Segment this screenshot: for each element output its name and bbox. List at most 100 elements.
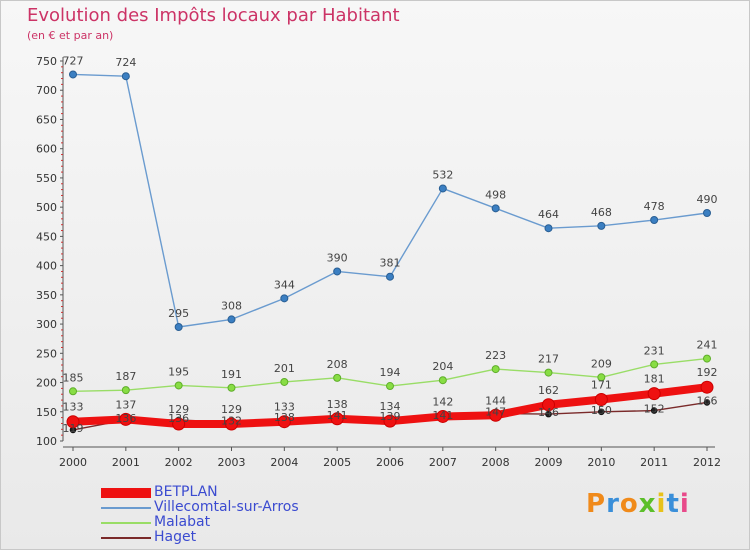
data-point [650,407,658,414]
legend-swatch [101,522,151,524]
data-point [703,354,711,363]
data-label: 344 [274,278,295,291]
data-point [489,408,503,422]
data-point [121,386,130,395]
y-tick-label: 450 [36,230,57,243]
data-label: 532 [432,168,453,181]
data-label: 217 [538,353,559,366]
data-point [703,209,711,217]
y-tick-label: 550 [36,172,57,185]
data-point [227,315,236,324]
x-tick-label: 2004 [270,456,298,469]
data-label: 134 [380,400,401,413]
data-label: 147 [485,406,506,419]
y-tick-label: 700 [36,84,57,97]
data-label: 138 [327,398,348,411]
data-point [333,373,342,382]
data-label: 141 [327,409,348,422]
legend-swatch [101,507,151,509]
x-tick-label: 2011 [640,456,668,469]
data-point [66,415,80,429]
data-label: 132 [221,414,242,427]
data-label: 187 [115,370,136,383]
data-label: 308 [221,299,242,312]
data-label: 498 [485,188,506,201]
data-label: 138 [274,411,295,424]
data-label: 133 [63,401,84,414]
logo-letter: i [679,489,690,519]
legend-swatch [101,488,151,498]
x-tick-label: 2009 [535,456,563,469]
data-point [542,398,555,412]
data-label: 191 [221,368,242,381]
data-label: 166 [697,394,718,407]
data-point [598,408,605,416]
x-tick-label: 2002 [165,456,193,469]
data-point [172,417,186,431]
data-point [383,414,397,428]
data-label: 152 [644,403,665,416]
data-point [545,410,552,418]
data-label: 490 [697,193,718,206]
data-label: 241 [697,339,718,352]
data-point [491,365,500,374]
x-tick-label: 2001 [112,456,140,469]
data-label: 129 [221,403,242,416]
data-label: 142 [432,395,453,408]
data-point [174,323,183,331]
data-label: 208 [327,358,348,371]
data-point [227,383,236,392]
y-tick-label: 600 [36,143,57,156]
data-label: 464 [538,208,559,221]
logo-letter: x [638,489,657,519]
data-label: 162 [538,384,559,397]
x-tick-label: 2006 [376,456,404,469]
data-point [280,377,289,386]
data-point [174,381,183,390]
y-tick-label: 400 [36,260,57,273]
data-label: 150 [591,404,612,417]
series-line-1 [72,73,708,328]
data-label: 724 [115,56,136,69]
data-point [700,380,714,394]
legend-label: Haget [154,529,197,545]
data-label: 129 [168,403,189,416]
legend-swatch [101,537,151,539]
data-point [386,272,394,281]
data-point [280,294,289,303]
data-label: 381 [380,257,401,270]
data-point [333,267,342,276]
data-point [69,70,77,79]
data-point [597,373,606,382]
legend-label: Malabat [154,514,211,530]
data-label: 295 [168,307,189,320]
data-label: 204 [432,360,453,373]
legend-label: BETPLAN [154,484,218,500]
data-point [438,184,447,193]
data-point [121,72,130,81]
data-label: 194 [380,366,401,379]
data-label: 141 [432,409,453,422]
logo-letter: t [666,489,680,519]
data-point [491,204,500,213]
y-tick-label: 350 [36,289,57,302]
data-label: 192 [697,366,718,379]
data-label: 468 [591,206,612,219]
logo-letter: r [606,489,620,519]
chart-subtitle: (en € et par an) [27,29,114,42]
data-point [650,360,659,369]
data-label: 185 [63,371,84,384]
y-tick-label: 200 [36,377,57,390]
x-tick-label: 2012 [693,456,721,469]
data-label: 119 [63,422,84,435]
data-label: 171 [591,378,612,391]
data-point [650,216,659,225]
data-label: 209 [591,357,612,370]
logo-letter: o [619,489,639,519]
data-point [597,221,606,230]
y-tick-label: 100 [36,435,57,448]
x-tick-label: 2005 [323,456,351,469]
x-tick-label: 2007 [429,456,457,469]
